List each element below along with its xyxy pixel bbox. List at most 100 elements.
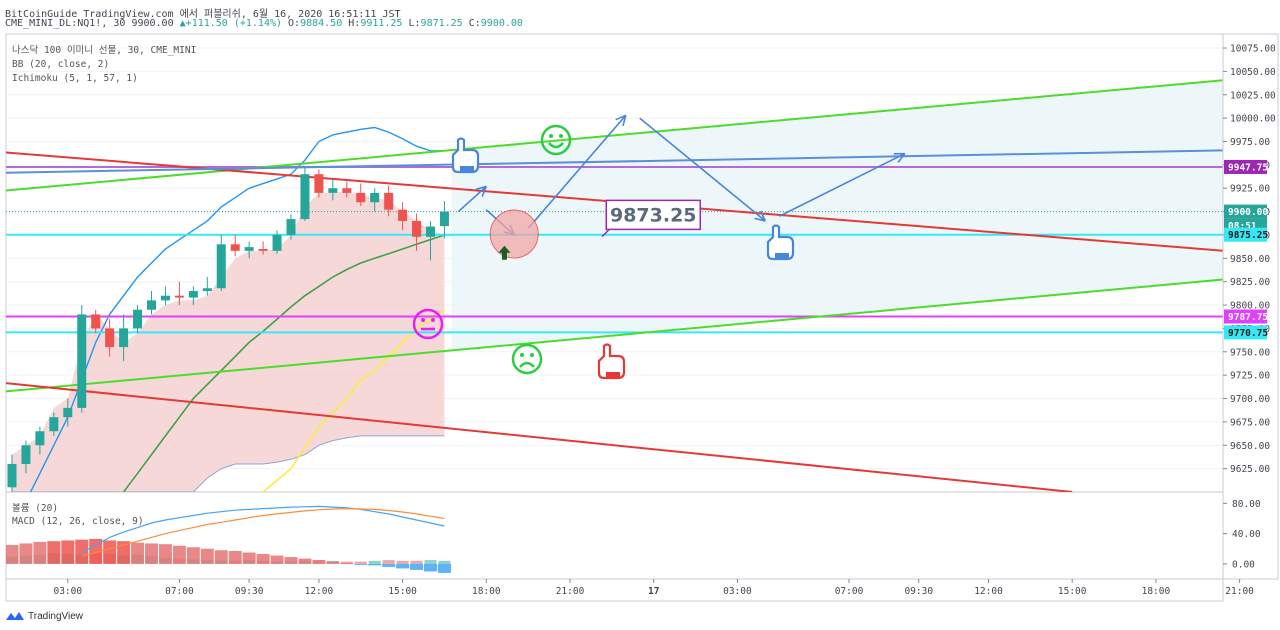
- high-value: 9911.25: [360, 18, 403, 29]
- macd-hist-bar-6: [89, 538, 103, 564]
- macd-hist-bar-4: [61, 540, 75, 564]
- macd-hist-bar-2: [33, 541, 47, 564]
- time-tick-label-2: 09:30: [235, 586, 264, 597]
- time-tick-label-0: 03:00: [53, 586, 82, 597]
- macd-hist-bar-8: [117, 541, 131, 564]
- time-tick-label-9: 07:00: [835, 586, 864, 597]
- path-arrow-4: [778, 152, 906, 217]
- indicator-pane-bg[interactable]: [5, 491, 1224, 580]
- macd-hist-bar-15: [214, 550, 228, 564]
- symbol-line: CME_MINI_DL:NQ1!, 30 9900.00 ▲+111.50 (+…: [5, 18, 523, 29]
- macd-hist-bar-31: [437, 563, 451, 573]
- price-tick-label-1: 10050.00: [1230, 67, 1276, 78]
- candle-body-2: [35, 431, 45, 446]
- path-arrow-head-3-0: [759, 210, 767, 222]
- happy-face-icon-eye-left: [549, 134, 553, 138]
- candle-body-16: [230, 244, 240, 251]
- price-tick-label-16: 9675.00: [1230, 417, 1270, 428]
- sad-face-icon-eye-left: [520, 353, 524, 357]
- candle-body-17: [244, 247, 254, 251]
- macd-line: [81, 505, 445, 554]
- candle-body-31: [439, 211, 449, 227]
- candle-body-30: [426, 226, 435, 237]
- sad-face-icon-mouth: [519, 361, 535, 368]
- time-tick-label-10: 09:30: [904, 586, 933, 597]
- volume-bar-28: [396, 560, 409, 564]
- candle-body-1: [21, 445, 31, 464]
- pointing-hand-icon-3: [597, 343, 626, 380]
- happy-face-icon-outline: [540, 124, 572, 156]
- drawings: 9873.25: [457, 114, 906, 260]
- volume-bar-31: [438, 560, 451, 564]
- path-arrow-head-4-1: [897, 153, 906, 163]
- path-arrow-head-2-0: [615, 114, 627, 121]
- time-tick-label-4: 15:00: [388, 586, 417, 597]
- annotation-box: [605, 199, 702, 231]
- price-axis[interactable]: 10075.00 10050.00 10025.00 10000.00 9975.00 9…: [1222, 33, 1279, 580]
- trend-line-green-top: [6, 79, 1223, 192]
- macd-hist-bar-18: [256, 554, 270, 564]
- candle-body-15: [216, 244, 226, 289]
- candle-body-3: [49, 417, 59, 432]
- symbol[interactable]: CME_MINI_DL:NQ1!, 30: [5, 18, 126, 29]
- level-tag-4: [1224, 309, 1267, 324]
- macd-hist-bar-19: [270, 555, 284, 564]
- path-arrow-head-0-1: [481, 186, 488, 197]
- sad-face-icon-eye-right: [530, 353, 534, 357]
- annotation-pointer: [601, 228, 610, 238]
- legend-bb[interactable]: BB (20, close, 2): [12, 59, 110, 70]
- macd-hist-bar-20: [284, 557, 298, 564]
- candle-body-13: [188, 291, 198, 298]
- tradingview-logo-icon: [6, 612, 24, 620]
- macd-hist-bar-28: [396, 563, 410, 569]
- time-tick-label-6: 21:00: [556, 586, 585, 597]
- candle-body-18: [258, 248, 268, 251]
- price-change: +111.50 (+1.14%): [185, 18, 282, 29]
- candle-body-21: [300, 174, 310, 220]
- level-tag-1: [1224, 204, 1267, 219]
- neutral-face-icon-eye-right: [431, 318, 435, 322]
- path-arrow-0: [457, 185, 487, 213]
- candle-body-9: [133, 309, 143, 329]
- channel-area: [451, 80, 1223, 351]
- time-axis-bg: [5, 578, 1224, 602]
- level-tag-label-0: 9947.75: [1228, 162, 1268, 173]
- time-axis[interactable]: 03:00 07:00 09:30 12:00 15:00 18:00 21:00 17 03:…: [5, 578, 1254, 602]
- price-tick-label-0: 10075.00: [1230, 44, 1276, 55]
- time-tick-label-7: 17: [648, 586, 659, 597]
- price-tick-label-18: 9625.00: [1230, 464, 1270, 475]
- low-value: 9871.25: [420, 18, 463, 29]
- indicator-tick-label-2: 0.00: [1232, 559, 1255, 570]
- high-label: H:: [348, 18, 361, 29]
- legend-macd[interactable]: MACD (12, 26, close, 9): [12, 516, 144, 527]
- time-tick-label-8: 03:00: [723, 586, 752, 597]
- candle-body-12: [174, 295, 184, 298]
- volume-bar-24: [340, 561, 353, 564]
- macd-hist-bar-30: [424, 563, 437, 572]
- level-tag-label-2: 08:51: [1228, 221, 1257, 232]
- time-tick-label-11: 12:00: [974, 586, 1003, 597]
- macd-hist-bar-24: [340, 563, 354, 565]
- neutral-face-icon-eye-left: [421, 318, 425, 322]
- candle-body-19: [272, 234, 282, 251]
- volume-bar-25: [354, 561, 367, 564]
- legend-ichimoku[interactable]: Ichimoku (5, 1, 57, 1): [12, 73, 138, 84]
- macd-hist-bar-13: [186, 547, 200, 564]
- happy-face-icon-mouth: [548, 142, 564, 149]
- price-tick-label-2: 10025.00: [1230, 90, 1276, 101]
- footer[interactable]: TradingView: [6, 610, 83, 622]
- macd-hist-bar-21: [298, 558, 312, 564]
- candle-body-25: [356, 192, 366, 203]
- candle-body-23: [328, 188, 338, 193]
- path-arrow-2: [527, 114, 627, 229]
- path-arrow-head-0-0: [475, 185, 487, 191]
- legend-title[interactable]: 나스닥 100 이미니 선물, 30, CME_MINI: [12, 45, 197, 56]
- price-tick-label-15: 9700.00: [1230, 394, 1270, 405]
- price-tick-label-17: 9650.00: [1230, 441, 1270, 452]
- macd-hist-bar-17: [242, 552, 256, 564]
- level-tag-label-1: 9900.00: [1228, 207, 1268, 218]
- macd-hist-bar-16: [228, 551, 242, 564]
- indicator-axis[interactable]: 80.00 40.00 0.00: [1223, 499, 1261, 571]
- legend-volume[interactable]: 볼륨 (20): [12, 503, 59, 514]
